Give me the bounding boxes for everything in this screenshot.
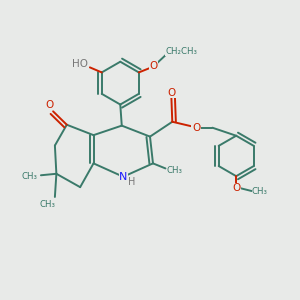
Text: CH₃: CH₃ [40,200,56,208]
Text: N: N [119,172,128,182]
Text: O: O [232,183,240,193]
Text: CH₃: CH₃ [252,187,268,196]
Text: O: O [149,61,158,71]
Text: CH₂CH₃: CH₂CH₃ [166,46,198,56]
Text: H: H [128,177,135,187]
Text: O: O [45,100,54,110]
Text: O: O [167,88,175,98]
Text: O: O [192,123,200,133]
Text: HO: HO [72,58,88,68]
Text: CH₃: CH₃ [21,172,37,181]
Text: CH₃: CH₃ [167,166,183,175]
